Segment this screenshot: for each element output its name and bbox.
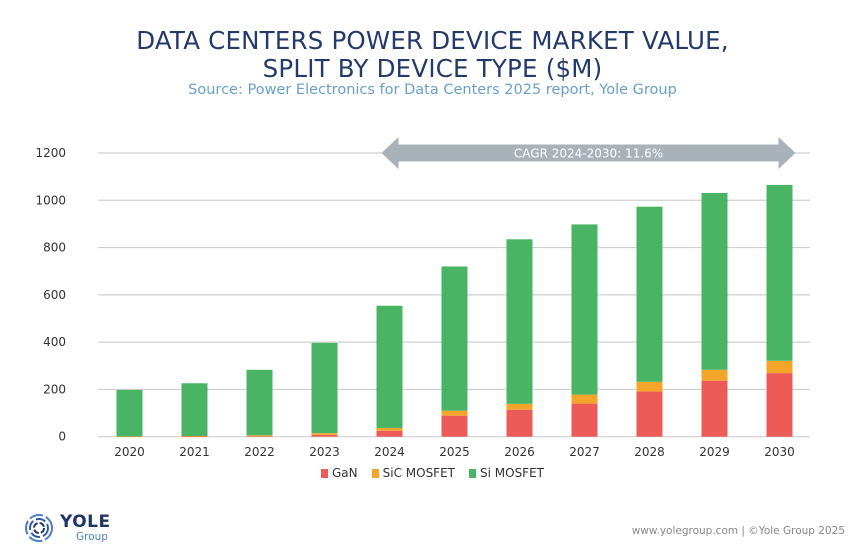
bar-segment-sic-mosfet-2026: [506, 403, 533, 410]
x-tick-label: 2026: [504, 445, 535, 459]
x-tick-label: 2023: [309, 445, 340, 459]
legend-label: Si MOSFET: [480, 466, 544, 480]
bar-segment-gan-2027: [571, 403, 598, 437]
yole-logo-icon: [25, 514, 53, 542]
bar-segment-sic-mosfet-2030: [766, 360, 793, 374]
chart-subtitle: Source: Power Electronics for Data Cente…: [188, 82, 677, 98]
x-tick-label: 2024: [374, 445, 405, 459]
footer-credit: www.yolegroup.com | ©Yole Group 2025: [631, 525, 845, 537]
bar-segment-sic-mosfet-2021: [181, 435, 208, 437]
bar-segment-sic-mosfet-2023: [311, 433, 338, 435]
cagr-arrow: [381, 137, 796, 169]
bar-segment-sic-mosfet-2029: [701, 369, 728, 381]
bar-segment-si-mosfet-2028: [636, 206, 663, 382]
bar-segment-sic-mosfet-2020: [116, 436, 143, 438]
y-tick-label: 200: [43, 382, 66, 396]
legend-label: GaN: [331, 466, 358, 480]
legend-item-gan: GaN: [320, 466, 358, 480]
logo-text: YOLE: [60, 511, 111, 532]
bar-segment-si-mosfet-2025: [441, 266, 468, 411]
chart-title-line2: SPLIT BY DEVICE TYPE ($M): [262, 54, 603, 83]
x-tick-label: 2020: [114, 445, 145, 459]
bar-segment-sic-mosfet-2027: [571, 394, 598, 404]
bar-segment-gan-2026: [506, 409, 533, 437]
chart-title-line1: DATA CENTERS POWER DEVICE MARKET VALUE,: [136, 26, 729, 55]
bar-segment-sic-mosfet-2022: [246, 435, 273, 437]
bar-segment-gan-2024: [376, 430, 403, 437]
y-tick-label: 1000: [35, 193, 66, 207]
y-tick-label: 600: [43, 288, 66, 302]
legend-label: SiC MOSFET: [382, 466, 455, 480]
chart-legend: GaN SiC MOSFET Si MOSFET: [0, 466, 865, 480]
bar-segment-sic-mosfet-2028: [636, 381, 663, 392]
bar-segment-sic-mosfet-2024: [376, 427, 403, 431]
x-tick-label: 2022: [244, 445, 275, 459]
legend-swatch: [371, 468, 379, 478]
bar-segment-si-mosfet-2029: [701, 192, 728, 370]
bar-segment-si-mosfet-2020: [116, 389, 143, 437]
bar-segment-si-mosfet-2023: [311, 342, 338, 434]
bar-segment-si-mosfet-2022: [246, 369, 273, 436]
cagr-label: CAGR 2024-2030: 11.6%: [514, 147, 663, 161]
x-tick-label: 2028: [634, 445, 665, 459]
logo-subtext: Group: [76, 530, 108, 543]
y-tick-label: 1200: [35, 146, 66, 160]
legend-item-si-mosfet: Si MOSFET: [469, 466, 544, 480]
bar-segment-si-mosfet-2030: [766, 184, 793, 361]
bar-segment-sic-mosfet-2025: [441, 410, 468, 416]
bar-segment-si-mosfet-2027: [571, 224, 598, 395]
bar-segment-gan-2025: [441, 415, 468, 437]
y-tick-label: 0: [58, 430, 66, 444]
bar-segment-si-mosfet-2021: [181, 383, 208, 436]
legend-swatch: [320, 468, 328, 478]
yole-logo: YOLE Group: [24, 513, 111, 543]
bar-segment-gan-2029: [701, 380, 728, 437]
bar-segment-gan-2021: [181, 436, 208, 438]
x-tick-label: 2025: [439, 445, 470, 459]
x-tick-label: 2027: [569, 445, 600, 459]
x-tick-label: 2029: [699, 445, 730, 459]
bar-segment-gan-2028: [636, 391, 663, 437]
bar-segment-si-mosfet-2024: [376, 305, 403, 428]
bar-segment-gan-2022: [246, 436, 273, 437]
bar-segment-gan-2030: [766, 373, 793, 437]
bar-segment-si-mosfet-2026: [506, 239, 533, 404]
x-tick-label: 2030: [764, 445, 795, 459]
y-tick-label: 800: [43, 241, 66, 255]
bar-segment-gan-2023: [311, 434, 338, 437]
x-tick-label: 2021: [179, 445, 210, 459]
y-tick-label: 400: [43, 335, 66, 349]
legend-swatch: [469, 468, 476, 478]
legend-item-sic-mosfet: SiC MOSFET: [371, 466, 455, 480]
